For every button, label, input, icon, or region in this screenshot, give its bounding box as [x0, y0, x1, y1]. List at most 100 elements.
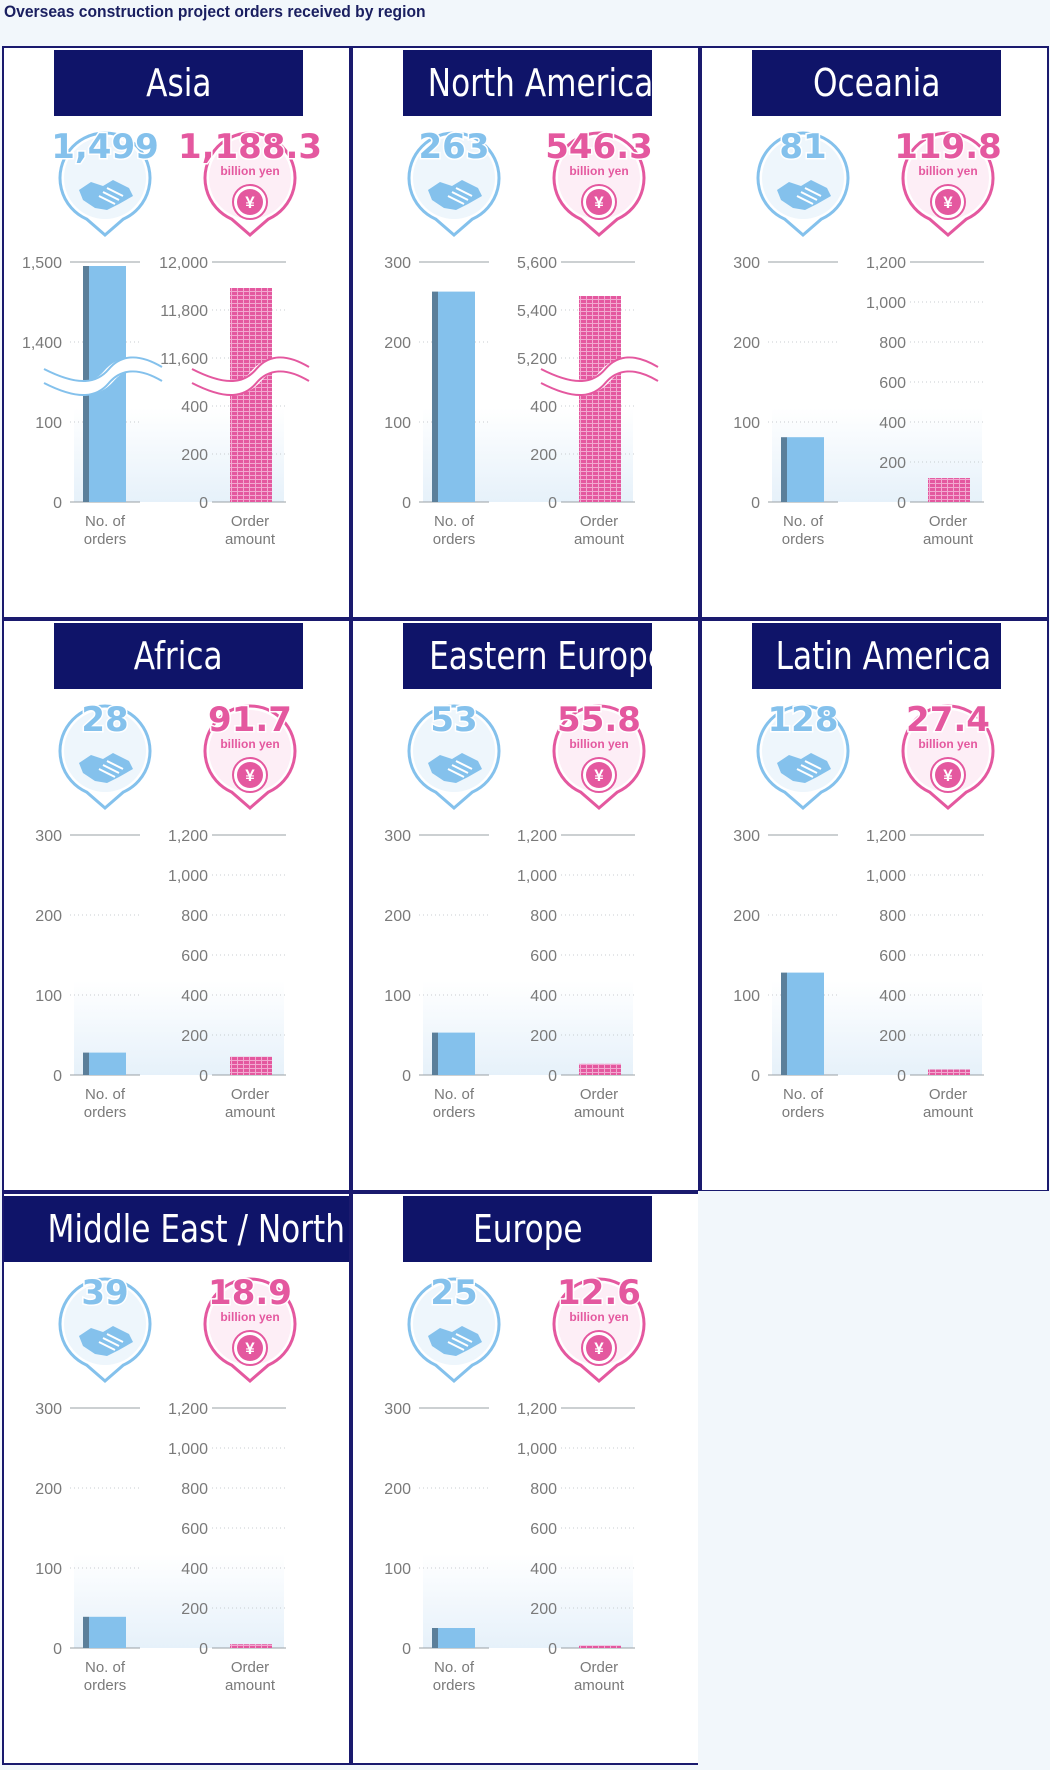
orders-tick-label: 100	[384, 1561, 411, 1578]
orders-tick-label: 200	[35, 1481, 62, 1498]
amount-tick-label: 1,200	[168, 828, 208, 845]
orders-bar	[787, 437, 824, 502]
amount-unit-label: billion yen	[569, 164, 628, 178]
amount-tick-label: 600	[181, 1521, 208, 1538]
orders-tick-label: 0	[751, 1068, 760, 1085]
amount-tick-label: 0	[897, 1068, 906, 1085]
region-panel-latin-america: Latin America 0 100 200 300 0 200 400 600 800 1,0…	[700, 619, 1049, 1192]
region-title: Europe	[403, 1196, 652, 1262]
amount-axis-label: amount	[574, 1677, 625, 1694]
orders-count-value: 81	[779, 127, 826, 167]
amount-unit-label: billion yen	[918, 164, 977, 178]
amount-value: 18.9	[208, 1273, 292, 1313]
handshake-shape	[79, 180, 133, 210]
amount-axis-label: Order	[929, 1086, 967, 1103]
region-title: Asia	[54, 50, 303, 116]
region-title: Latin America	[752, 623, 1001, 689]
amount-axis-label: Order	[580, 513, 618, 530]
orders-axis-label: orders	[84, 1104, 127, 1121]
orders-tick-label: 0	[53, 1068, 62, 1085]
orders-bar	[438, 291, 475, 502]
orders-bubble: 39	[58, 1272, 152, 1383]
region-chart: 0 100 200 300 0 200 400 600 800 1,000 1,200 No. ofo…	[733, 699, 995, 1121]
orders-bubble: 1,499	[50, 126, 160, 237]
yen-symbol: ¥	[245, 193, 255, 212]
region-chart: 0 100 200 300 0 200 400 5,200 5,400 5,600 No. ofor…	[384, 126, 662, 548]
orders-tick-label: 100	[35, 415, 62, 432]
amount-axis-label: Order	[231, 513, 269, 530]
amount-tick-label: 1,200	[866, 255, 906, 272]
orders-bar-shade	[432, 1628, 438, 1648]
amount-axis: 0 200 400 600 800 1,000 1,200	[866, 255, 984, 512]
region-title: Oceania	[752, 50, 1001, 116]
amount-bubble-fill	[558, 1283, 640, 1365]
orders-tick-label: 200	[733, 908, 760, 925]
amount-value: 119.8	[894, 127, 1002, 167]
orders-tick-label: 300	[384, 828, 411, 845]
handshake-lines	[98, 760, 124, 778]
orders-bubble: 128	[756, 699, 850, 810]
amount-axis-label: Order	[580, 1659, 618, 1676]
amount-tick-label: 5,400	[517, 303, 557, 320]
axis-break-gap	[188, 357, 313, 396]
axis-break-line	[43, 356, 163, 383]
amount-axis-label: amount	[225, 531, 276, 548]
orders-axis-label: orders	[433, 531, 476, 548]
orders-axis: 0 100 200 300	[35, 828, 140, 1085]
amount-tick-label: 0	[548, 495, 557, 512]
handshake-lines	[796, 187, 822, 205]
orders-tick-label: 1,500	[22, 255, 62, 272]
orders-tick-label: 300	[35, 1401, 62, 1418]
orders-tick-label: 300	[35, 828, 62, 845]
amount-tick-label: 400	[530, 399, 557, 416]
amount-value: 27.4	[906, 700, 990, 740]
amount-axis-label: amount	[225, 1104, 276, 1121]
amount-tick-label: 800	[879, 908, 906, 925]
amount-bar	[230, 1644, 272, 1648]
axis-break-gap	[537, 357, 662, 396]
orders-axis-label: No. of	[434, 513, 475, 530]
amount-tick-label: 0	[199, 1068, 208, 1085]
orders-bar-shade	[432, 1032, 438, 1075]
amount-bar	[579, 296, 621, 502]
amount-bubble-fill	[209, 1283, 291, 1365]
amount-axis-label: amount	[574, 1104, 625, 1121]
amount-tick-label: 1,200	[866, 828, 906, 845]
region-chart: 0 100 1,400 1,500 0 200 400 11,600 11,800 12,000 N…	[22, 126, 324, 549]
region-panel-asia: Asia 0 100 1,400 1,500 0 200 400 11,600 11,800 12…	[2, 46, 351, 619]
yen-coin-face	[237, 762, 263, 788]
orders-tick-label: 1,400	[22, 335, 62, 352]
region-panel-middle-east-north-africa: Middle East / North Africa 0 100 200 300 0 20…	[2, 1192, 351, 1765]
orders-axis-label: orders	[782, 531, 825, 548]
orders-tick-label: 300	[384, 255, 411, 272]
orders-axis-label: No. of	[783, 513, 824, 530]
amount-bar	[928, 1069, 970, 1075]
region-panel-eastern-europe: Eastern Europe 0 100 200 300 0 200 400 600 800 1,…	[351, 619, 700, 1192]
orders-axis-label: orders	[84, 531, 127, 548]
amount-tick-label: 0	[548, 1068, 557, 1085]
amount-tick-label: 1,000	[168, 1441, 208, 1458]
orders-axis-label: orders	[782, 1104, 825, 1121]
orders-tick-label: 200	[384, 335, 411, 352]
amount-tick-label: 600	[879, 375, 906, 392]
yen-coin-face	[237, 189, 263, 215]
amount-bar	[230, 1056, 272, 1075]
orders-axis: 0 100 200 300	[35, 1401, 140, 1658]
orders-tick-label: 200	[384, 908, 411, 925]
orders-count-value: 263	[419, 127, 490, 167]
orders-bar	[89, 1052, 126, 1075]
amount-value: 55.8	[557, 700, 641, 740]
orders-tick-label: 100	[35, 988, 62, 1005]
amount-unit-label: billion yen	[220, 737, 279, 751]
amount-tick-label: 0	[199, 1641, 208, 1658]
handshake-lines	[796, 760, 822, 778]
amount-tick-label: 800	[530, 908, 557, 925]
amount-bubble-fill	[558, 710, 640, 792]
yen-symbol: ¥	[245, 1339, 255, 1358]
yen-coin-face	[586, 1335, 612, 1361]
amount-tick-label: 200	[181, 1601, 208, 1618]
orders-tick-label: 300	[733, 255, 760, 272]
